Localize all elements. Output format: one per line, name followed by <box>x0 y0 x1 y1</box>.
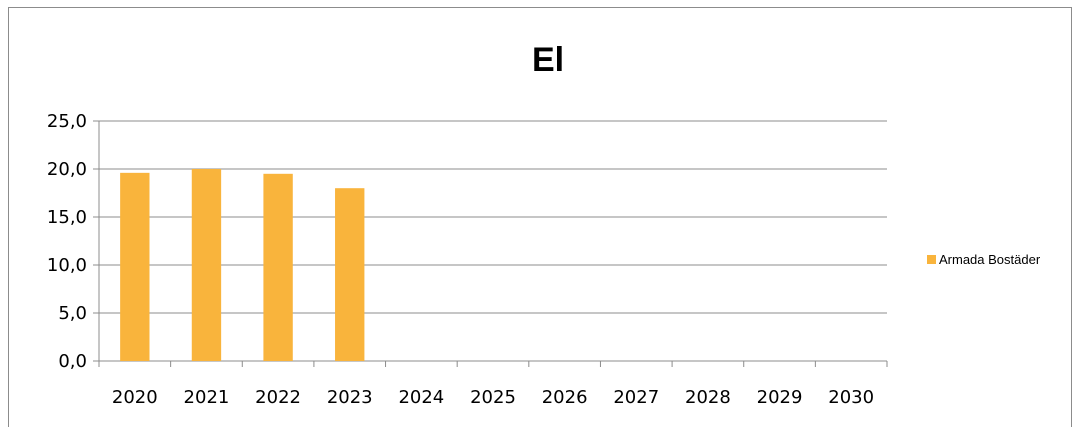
y-tick-label: 15,0 <box>47 207 87 228</box>
chart-frame: El 0,0 5,0 10,0 15,0 20,0 25,0 2020 2021 2022 20… <box>8 7 1072 427</box>
bar <box>263 173 293 361</box>
y-tick-label: 0,0 <box>58 351 87 372</box>
bar <box>191 169 222 361</box>
y-tick-label: 5,0 <box>58 303 87 324</box>
legend-label: Armada Bostäder <box>939 252 1041 267</box>
bar <box>120 172 150 361</box>
y-tick-label: 10,0 <box>47 255 87 276</box>
y-tick-label: 25,0 <box>47 111 87 132</box>
x-tick-label: 2028 <box>685 387 731 408</box>
y-tick-label: 20,0 <box>47 159 87 180</box>
bar <box>335 188 365 361</box>
x-tick-label: 2025 <box>470 387 516 408</box>
x-tick-label: 2023 <box>327 387 373 408</box>
x-tick-label: 2024 <box>398 387 444 408</box>
bar-chart: El 0,05,010,015,020,025,0 2020 2021 2022 20… <box>47 41 1041 408</box>
legend-swatch <box>927 255 936 264</box>
x-tick-label: 2030 <box>828 387 874 408</box>
x-tick-label: 2020 <box>112 387 158 408</box>
x-tick-label: 2021 <box>184 387 230 408</box>
x-tick-label: 2029 <box>757 387 803 408</box>
bars <box>120 169 365 361</box>
x-tick-label: 2026 <box>542 387 588 408</box>
chart-title: El <box>532 41 564 79</box>
y-axis-ticks: 0,0 5,0 10,0 15,0 20,0 25,0 <box>47 111 87 372</box>
x-axis: 2020 2021 2022 2023 2024 2025 2026 2027 2028 2029… <box>98 361 888 408</box>
x-tick-label: 2022 <box>255 387 301 408</box>
legend: Armada Bostäder <box>927 252 1041 267</box>
x-tick-label: 2027 <box>613 387 659 408</box>
gridlines <box>93 120 887 362</box>
